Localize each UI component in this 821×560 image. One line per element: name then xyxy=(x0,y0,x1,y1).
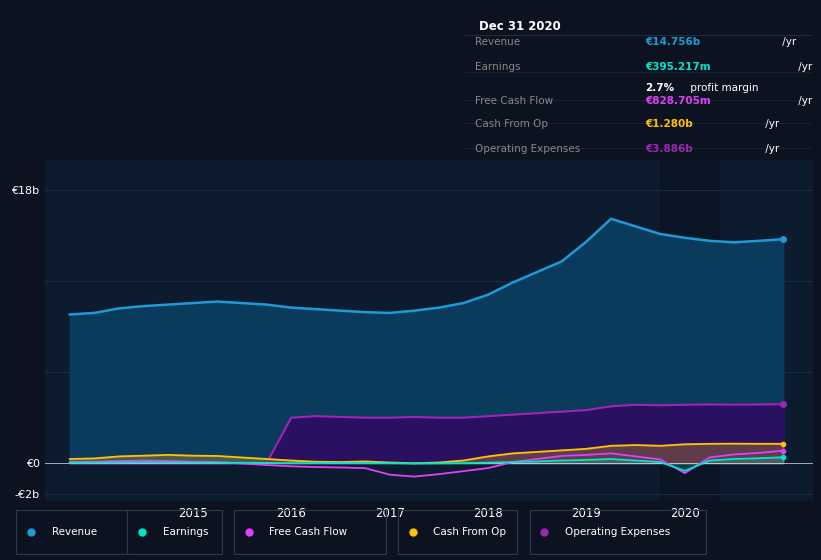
Text: €1.280b: €1.280b xyxy=(645,119,693,129)
Text: /yr: /yr xyxy=(796,62,813,72)
Bar xyxy=(234,510,386,554)
Bar xyxy=(16,510,127,554)
Text: Free Cash Flow: Free Cash Flow xyxy=(269,527,347,537)
Bar xyxy=(398,510,517,554)
Text: €14.756b: €14.756b xyxy=(645,37,700,47)
Text: Operating Expenses: Operating Expenses xyxy=(565,527,670,537)
Text: Dec 31 2020: Dec 31 2020 xyxy=(479,21,561,34)
Text: Revenue: Revenue xyxy=(475,37,521,47)
Text: Earnings: Earnings xyxy=(163,527,208,537)
Bar xyxy=(660,160,719,501)
Text: €828.705m: €828.705m xyxy=(645,96,711,106)
Text: /yr: /yr xyxy=(762,119,779,129)
Text: Operating Expenses: Operating Expenses xyxy=(475,143,580,153)
Text: 2.7%: 2.7% xyxy=(645,83,675,93)
Text: Revenue: Revenue xyxy=(52,527,97,537)
Text: /yr: /yr xyxy=(778,37,796,47)
Text: Cash From Op: Cash From Op xyxy=(433,527,507,537)
Text: €395.217m: €395.217m xyxy=(645,62,711,72)
Text: /yr: /yr xyxy=(796,96,813,106)
Text: /yr: /yr xyxy=(762,143,779,153)
Text: profit margin: profit margin xyxy=(687,83,759,93)
Text: Free Cash Flow: Free Cash Flow xyxy=(475,96,553,106)
Bar xyxy=(127,510,222,554)
Text: Earnings: Earnings xyxy=(475,62,521,72)
Text: Cash From Op: Cash From Op xyxy=(475,119,548,129)
Bar xyxy=(530,510,706,554)
Text: €3.886b: €3.886b xyxy=(645,143,693,153)
